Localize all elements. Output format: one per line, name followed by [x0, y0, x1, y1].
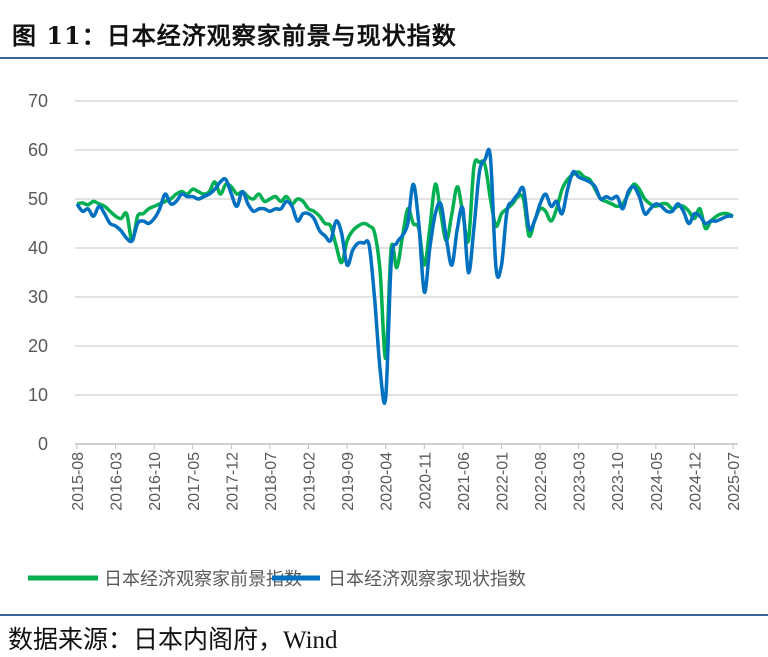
series-line-current [75, 147, 734, 405]
x-tick-label: 2021-06 [456, 452, 473, 511]
y-tick-label: 10 [28, 385, 48, 405]
x-tick-label: 2020-04 [379, 452, 396, 511]
legend: 日本经济观察家前景指数 日本经济观察家现状指数 [28, 569, 526, 590]
y-tick-label: 30 [28, 287, 48, 307]
series-line-outlook [76, 158, 734, 361]
chart-title: 图 11：日本经济观察家前景与现状指数 [12, 21, 457, 50]
y-tick-label: 70 [28, 91, 48, 111]
y-tick-label: 0 [38, 434, 48, 454]
x-tick-label: 2024-12 [687, 452, 704, 511]
source-rule [0, 614, 768, 616]
x-tick-label: 2016-03 [109, 452, 126, 511]
x-tick-label: 2017-12 [224, 452, 241, 511]
legend-label-outlook: 日本经济观察家前景指数 [104, 569, 302, 590]
title-rule [0, 57, 768, 59]
y-tick-label: 40 [28, 238, 48, 258]
x-tick-label: 2025-07 [726, 452, 743, 511]
x-tick-label: 2022-01 [494, 452, 511, 511]
x-tick-label: 2019-02 [302, 452, 319, 511]
x-tick-label: 2023-10 [610, 452, 627, 511]
y-axis-ticks: 0 10 20 30 40 50 60 70 [28, 91, 48, 454]
y-tick-label: 50 [28, 189, 48, 209]
x-tick-label: 2017-05 [186, 452, 203, 511]
x-tick-label: 2022-08 [533, 452, 550, 511]
x-tick-label: 2016-10 [147, 452, 164, 511]
source-note: 数据来源：日本内阁府，Wind [8, 627, 338, 654]
y-tick-label: 60 [28, 140, 48, 160]
legend-label-current: 日本经济观察家现状指数 [328, 569, 526, 590]
y-tick-label: 20 [28, 336, 48, 356]
x-tick-label: 2023-03 [572, 452, 589, 511]
x-tick-label: 2020-11 [417, 452, 434, 510]
x-tick-label: 2015-08 [70, 452, 87, 511]
x-tick-label: 2019-09 [340, 452, 357, 511]
x-tick-label: 2024-05 [649, 452, 666, 511]
x-tick-label: 2018-07 [263, 452, 280, 511]
series-lines [75, 147, 734, 405]
gridlines [75, 100, 738, 396]
x-axis: 2015-08 2016-03 2016-10 2017-05 2017-12 2018-… [70, 443, 743, 511]
